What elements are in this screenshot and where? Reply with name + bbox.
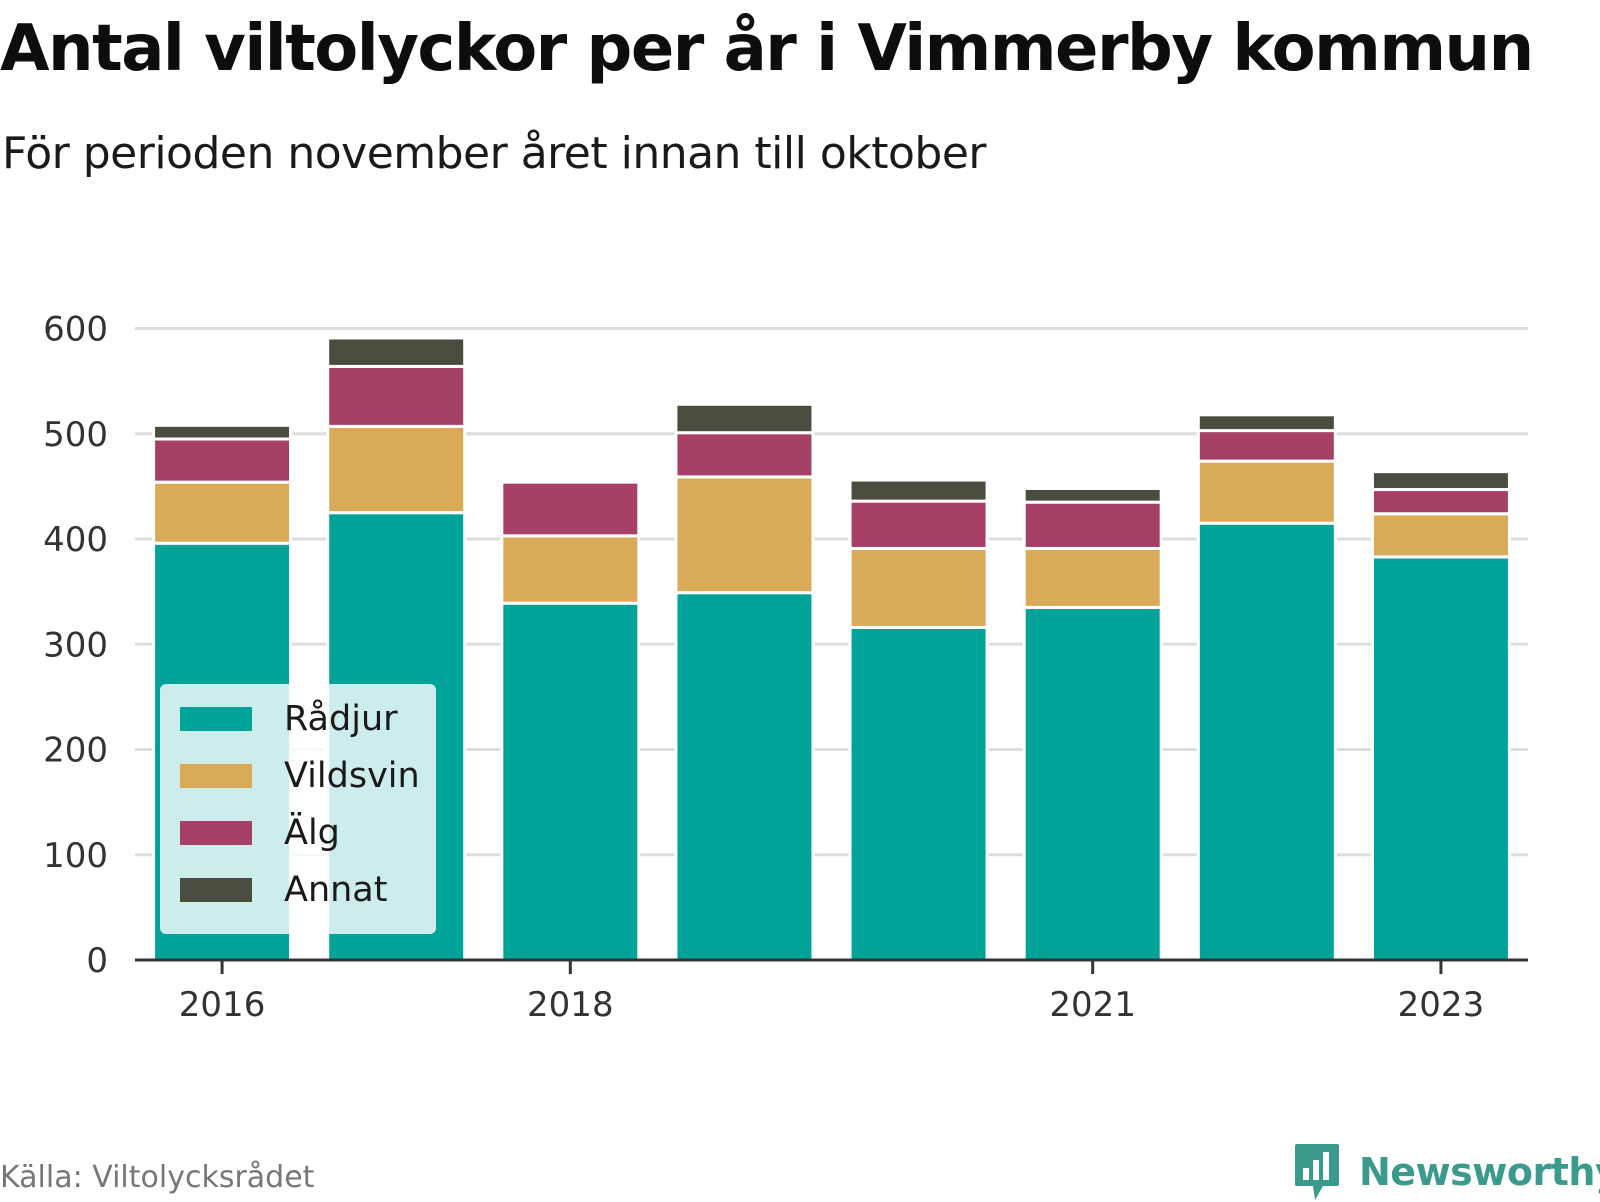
y-tick-label: 200 [43, 731, 108, 771]
chart-subtitle: För perioden november året innan till ok… [2, 128, 987, 179]
bar-segment [848, 625, 989, 962]
legend-item: Vildsvin [180, 751, 420, 801]
bar-segment [1022, 546, 1163, 609]
bar-segment [1370, 488, 1511, 516]
bar-segment [674, 475, 815, 595]
y-tick-label: 100 [43, 836, 108, 876]
source-note: Källa: Viltolycksrådet [0, 1160, 315, 1195]
bar-segment [1370, 555, 1511, 962]
bar-segment [1022, 500, 1163, 550]
bar-segment [500, 534, 641, 605]
bar-segment [500, 601, 641, 962]
bar-segment [1022, 605, 1163, 962]
brand-name: Newsworthy [1359, 1150, 1600, 1194]
bar-segment [1370, 470, 1511, 492]
y-tick-label: 0 [86, 941, 108, 981]
bar-segment [500, 480, 641, 538]
bars [152, 336, 1511, 962]
legend-swatch [180, 878, 252, 902]
x-tick-label: 2018 [527, 985, 614, 1025]
legend-item: Annat [180, 865, 387, 915]
y-tick-label: 500 [43, 415, 108, 455]
legend-item: Rådjur [180, 694, 398, 744]
legend-item: Älg [180, 808, 340, 858]
bar-segment [1196, 459, 1337, 525]
bar-segment [152, 437, 293, 484]
bar-segment [848, 546, 989, 629]
x-axis-ticks: 2016 2018 2021 2023 [179, 960, 1484, 1025]
bar-segment [848, 478, 989, 503]
bar-segment [326, 336, 467, 368]
bar-segment [674, 591, 815, 962]
legend-swatch [180, 821, 252, 845]
legend-label: Rådjur [284, 699, 398, 739]
bar-segment [152, 423, 293, 441]
bar-segment [848, 499, 989, 550]
bar-segment [1022, 486, 1163, 504]
bar-segment [674, 402, 815, 435]
y-tick-label: 400 [43, 520, 108, 560]
legend-swatch [180, 707, 252, 731]
x-tick-label: 2016 [179, 985, 266, 1025]
brand-logo: Newsworthy [1293, 1142, 1600, 1202]
legend: Rådjur Vildsvin Älg Annat [160, 684, 436, 934]
legend-label: Älg [284, 813, 340, 853]
y-tick-label: 600 [43, 310, 108, 350]
legend-label: Vildsvin [284, 756, 420, 796]
legend-label: Annat [284, 870, 388, 910]
y-axis-ticks: 0 100 200 300 400 500 600 [43, 310, 108, 982]
bar-segment [674, 431, 815, 479]
bar-segment [1370, 512, 1511, 559]
stacked-bar-chart: 0 100 200 300 400 500 600 2016 2018 2021 2023 [43, 310, 1528, 1025]
bar-segment [1196, 429, 1337, 463]
chart-title: Antal viltolyckor per år i Vimmerby komm… [0, 12, 1534, 86]
x-tick-label: 2021 [1049, 985, 1136, 1025]
bar-segment [326, 424, 467, 515]
x-tick-label: 2023 [1398, 985, 1485, 1025]
bar-segment [1196, 413, 1337, 433]
bar-segment [152, 480, 293, 545]
newsworthy-chart-bubble-icon [1295, 1144, 1339, 1200]
legend-swatch [180, 764, 252, 788]
bar-segment [1196, 521, 1337, 962]
bar-segment [326, 364, 467, 428]
y-tick-label: 300 [43, 625, 108, 665]
